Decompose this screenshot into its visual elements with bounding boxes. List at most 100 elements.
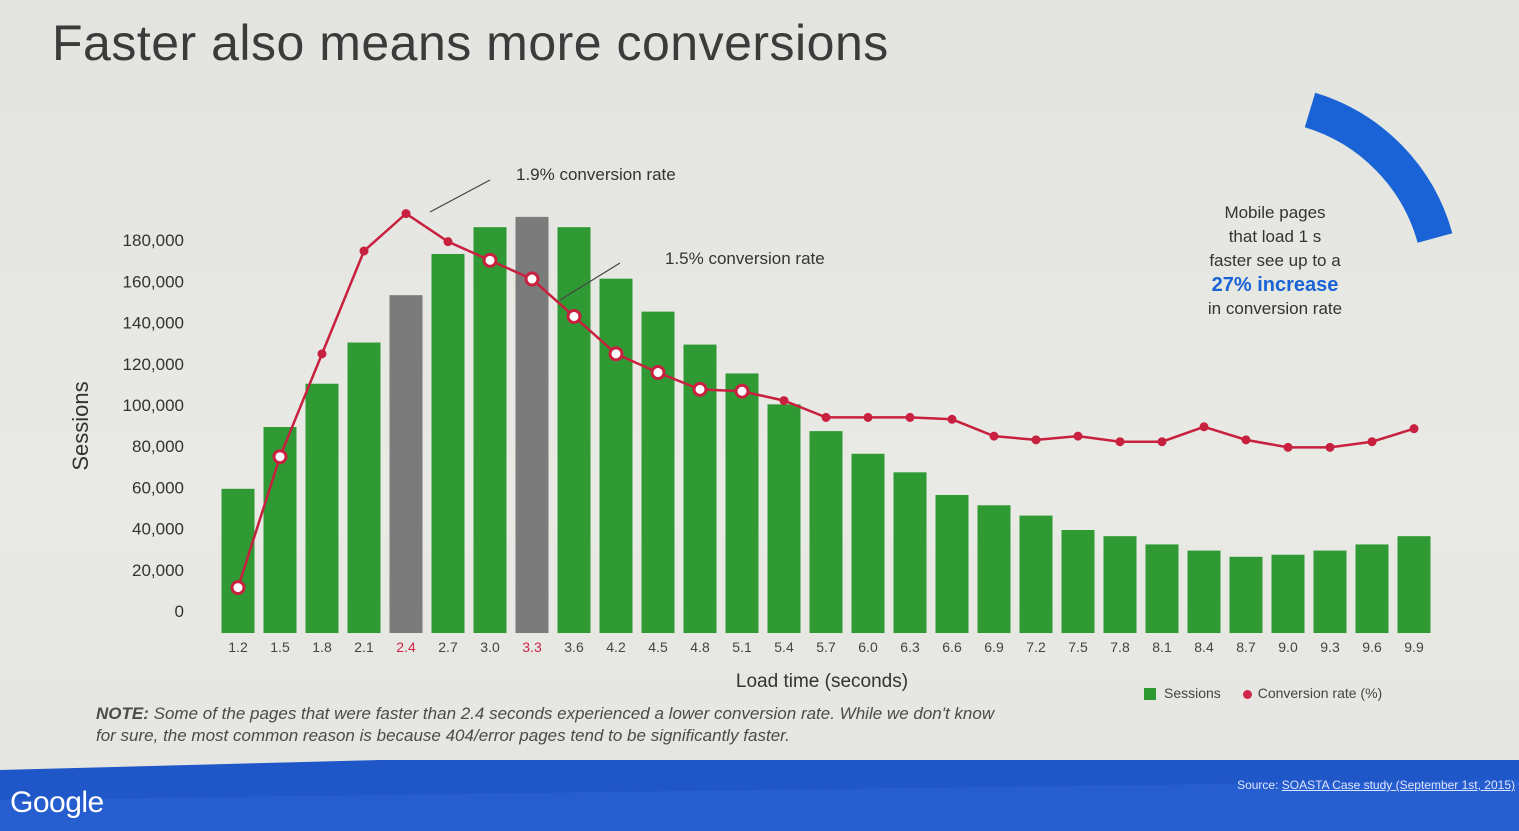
footer-band bbox=[0, 760, 1519, 831]
y-tick-label: 180,000 bbox=[123, 231, 184, 250]
legend-sessions: Sessions bbox=[1144, 685, 1221, 701]
conversion-point bbox=[1367, 437, 1377, 447]
y-tick-label: 60,000 bbox=[132, 478, 184, 497]
y-tick-label: 0 bbox=[175, 602, 184, 621]
x-tick-label: 6.9 bbox=[984, 639, 1004, 655]
bar-9-9 bbox=[1397, 536, 1431, 633]
x-tick-label: 8.4 bbox=[1194, 639, 1214, 655]
y-tick-label: 160,000 bbox=[123, 272, 184, 291]
y-tick-label: 140,000 bbox=[123, 314, 184, 333]
callout-line-2: that load 1 s bbox=[1228, 227, 1322, 246]
x-tick-label: 3.6 bbox=[564, 639, 584, 655]
slide-title: Faster also means more conversions bbox=[52, 15, 889, 71]
conversion-point bbox=[863, 412, 873, 422]
bar-3-6 bbox=[557, 227, 591, 633]
bar-5-4 bbox=[767, 404, 801, 633]
x-tick-label: 9.3 bbox=[1320, 639, 1340, 655]
conversion-point bbox=[1073, 431, 1083, 441]
annotation-label: 1.5% conversion rate bbox=[665, 249, 825, 268]
conversion-point bbox=[482, 252, 498, 268]
conversion-point bbox=[650, 365, 666, 381]
google-logo: Google bbox=[10, 786, 104, 819]
x-tick-label: 7.8 bbox=[1110, 639, 1130, 655]
conversion-point bbox=[1031, 435, 1041, 445]
annotation-leader bbox=[559, 262, 621, 301]
x-tick-label: 5.1 bbox=[732, 639, 752, 655]
x-tick-label: 9.9 bbox=[1404, 639, 1424, 655]
conversion-point bbox=[1325, 442, 1335, 452]
x-tick-label: 5.7 bbox=[816, 639, 836, 655]
conversion-point bbox=[1283, 442, 1293, 452]
bar-8-4 bbox=[1187, 550, 1221, 633]
conversion-swatch bbox=[1242, 689, 1252, 699]
conversion-point bbox=[1199, 422, 1209, 432]
y-tick-label: 40,000 bbox=[132, 520, 184, 539]
legend-conversion-label: Conversion rate (%) bbox=[1257, 685, 1383, 701]
bar-8-7 bbox=[1229, 556, 1263, 633]
conversion-point bbox=[566, 308, 582, 324]
x-tick-label: 6.3 bbox=[900, 639, 920, 655]
bar-2-7 bbox=[431, 253, 465, 633]
conversion-point bbox=[692, 381, 708, 397]
bar-6-6 bbox=[935, 494, 969, 633]
conversion-point bbox=[1115, 437, 1125, 447]
conversion-point bbox=[317, 349, 327, 359]
bar-2-1 bbox=[347, 342, 381, 633]
sessions-swatch bbox=[1144, 688, 1156, 701]
y-axis-label: Sessions bbox=[68, 381, 93, 470]
conversion-point bbox=[779, 396, 789, 406]
x-tick-label: 7.5 bbox=[1068, 639, 1088, 655]
x-tick-label: 9.6 bbox=[1362, 639, 1382, 655]
conversion-point bbox=[905, 412, 915, 422]
conversion-callout: Mobile pages that load 1 s faster see up… bbox=[1190, 201, 1360, 321]
source-citation: Source: SOASTA Case study (September 1st… bbox=[1237, 778, 1515, 792]
x-tick-label: 4.8 bbox=[690, 639, 710, 655]
x-tick-label: 2.4 bbox=[396, 639, 416, 655]
conversion-point bbox=[524, 271, 540, 287]
callout-line-3: faster see up to a bbox=[1209, 251, 1341, 270]
callout-line-1: Mobile pages bbox=[1224, 203, 1326, 222]
x-tick-label: 3.0 bbox=[480, 639, 500, 655]
x-tick-label: 2.1 bbox=[354, 639, 374, 655]
bar-7-8 bbox=[1103, 536, 1137, 633]
bar-4-5 bbox=[641, 311, 675, 633]
speed-arc-graphic bbox=[1304, 92, 1453, 244]
x-tick-label: 6.6 bbox=[942, 639, 962, 655]
conversion-point bbox=[608, 346, 624, 362]
bar-9-3 bbox=[1313, 550, 1347, 633]
bar-6-9 bbox=[977, 505, 1011, 633]
bar-7-2 bbox=[1019, 515, 1053, 633]
callout-highlight: 27% increase bbox=[1211, 274, 1339, 296]
bar-4-2 bbox=[599, 278, 633, 633]
bar-9-0 bbox=[1271, 554, 1305, 633]
bar-9-6 bbox=[1355, 544, 1389, 633]
conversion-point bbox=[230, 580, 246, 596]
conversion-point bbox=[734, 383, 750, 399]
x-tick-label: 1.8 bbox=[312, 639, 332, 655]
legend-sessions-label: Sessions bbox=[1164, 685, 1221, 701]
bar-3-0 bbox=[473, 227, 507, 633]
x-tick-label: 6.0 bbox=[858, 639, 878, 655]
x-tick-label: 4.5 bbox=[648, 639, 668, 655]
x-tick-label: 7.2 bbox=[1026, 639, 1046, 655]
bar-6-0 bbox=[851, 453, 885, 633]
bar-1-2 bbox=[221, 488, 255, 633]
chart-legend: Sessions Conversion rate (%) bbox=[1144, 685, 1400, 701]
footnote: NOTE: Some of the pages that were faster… bbox=[96, 703, 996, 747]
source-link[interactable]: SOASTA Case study (September 1st, 2015) bbox=[1281, 778, 1515, 792]
x-tick-label: 5.4 bbox=[774, 639, 794, 655]
conversion-point bbox=[1157, 437, 1167, 447]
note-text: Some of the pages that were faster than … bbox=[96, 704, 995, 745]
x-tick-label: 4.2 bbox=[606, 639, 626, 655]
x-tick-label: 1.5 bbox=[270, 639, 290, 655]
x-tick-label: 2.7 bbox=[438, 639, 458, 655]
annotation-label: 1.9% conversion rate bbox=[516, 165, 676, 184]
conversion-point bbox=[272, 449, 288, 465]
bar-5-1 bbox=[725, 373, 759, 633]
x-tick-label: 3.3 bbox=[522, 639, 542, 655]
x-tick-label: 8.1 bbox=[1152, 639, 1172, 655]
bar-5-7 bbox=[809, 431, 843, 633]
y-tick-label: 100,000 bbox=[123, 396, 184, 415]
